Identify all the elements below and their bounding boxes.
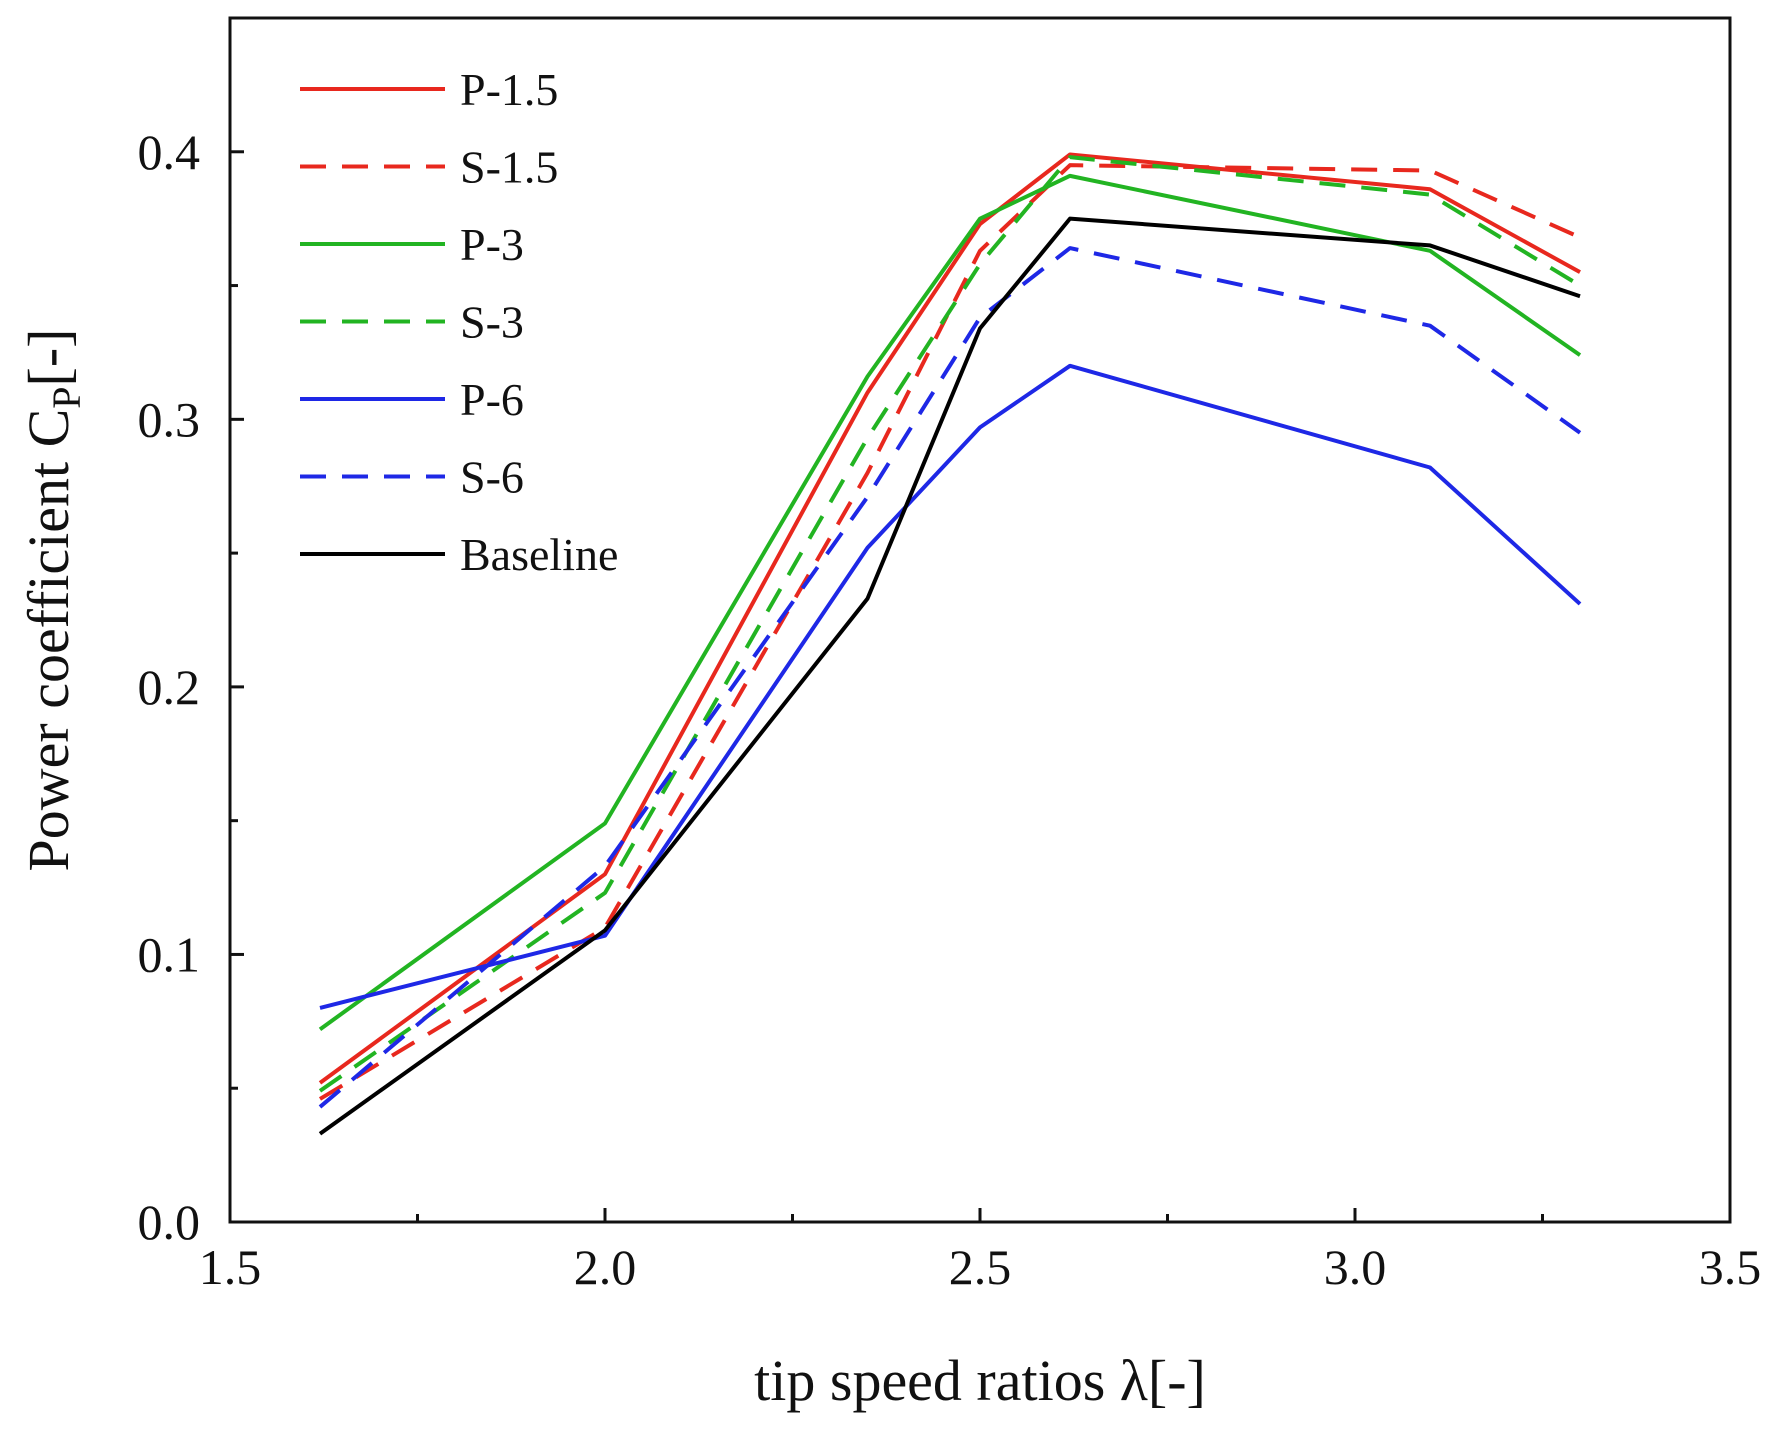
- legend-label: Baseline: [460, 529, 618, 580]
- series-line-s-6: [318, 246, 1582, 1109]
- axis-ticks: 1.5 2.0 2.5 3.0 3.5 0.0 0.1 0.2 0.3 0.4: [138, 124, 1762, 1295]
- series-line-p-6: [319, 363, 1582, 1010]
- y-tick-label: 0.2: [138, 659, 201, 715]
- x-tick-label: 2.0: [574, 1239, 637, 1295]
- legend-label: P-6: [460, 374, 524, 425]
- legend-label: S-1.5: [460, 142, 558, 193]
- y-axis-title-subscript: P: [44, 386, 89, 408]
- y-tick-label: 0.1: [138, 926, 201, 982]
- series-lines: [318, 152, 1582, 1136]
- series-line-p-3: [318, 173, 1582, 1031]
- y-tick-label: 0.0: [138, 1194, 201, 1250]
- y-axis-title-main: Power coefficient C: [16, 409, 81, 872]
- y-tick-label: 0.3: [138, 391, 201, 447]
- x-tick-label: 3.5: [1699, 1239, 1762, 1295]
- legend-label: S-3: [460, 297, 524, 348]
- y-axis-title-suffix: [-]: [16, 329, 81, 387]
- x-axis-title: tip speed ratios λ[-]: [754, 1348, 1206, 1413]
- legend: P-1.5 S-1.5 P-3 S-3 P-6 S-6 Baseline: [300, 64, 618, 580]
- x-tick-label: 2.5: [949, 1239, 1012, 1295]
- legend-label: S-6: [460, 452, 524, 503]
- legend-label: P-3: [460, 219, 524, 270]
- series-line-s-3: [318, 155, 1582, 1093]
- y-tick-label: 0.4: [138, 124, 201, 180]
- x-tick-label: 3.0: [1324, 1239, 1387, 1295]
- series-line-p-1-5: [318, 152, 1581, 1085]
- series-line-baseline: [318, 216, 1581, 1136]
- plot-frame: [228, 16, 1732, 1224]
- x-tick-label: 1.5: [199, 1239, 262, 1295]
- legend-label: P-1.5: [460, 64, 558, 115]
- y-axis-title: Power coefficient CP[-]: [16, 329, 89, 872]
- series-line-s-1-5: [318, 163, 1581, 1101]
